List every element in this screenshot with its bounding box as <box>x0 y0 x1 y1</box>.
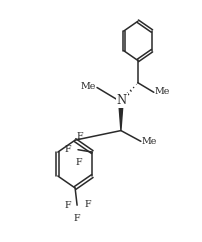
Text: F: F <box>64 145 71 154</box>
Text: N: N <box>117 94 127 107</box>
Polygon shape <box>119 102 123 131</box>
Text: F: F <box>76 158 82 167</box>
Text: F: F <box>84 199 91 209</box>
Text: Me: Me <box>155 87 170 96</box>
Text: F: F <box>76 132 83 141</box>
Text: Me: Me <box>81 82 96 91</box>
Text: F: F <box>74 214 80 223</box>
Text: F: F <box>65 201 72 210</box>
Text: Me: Me <box>142 137 157 146</box>
